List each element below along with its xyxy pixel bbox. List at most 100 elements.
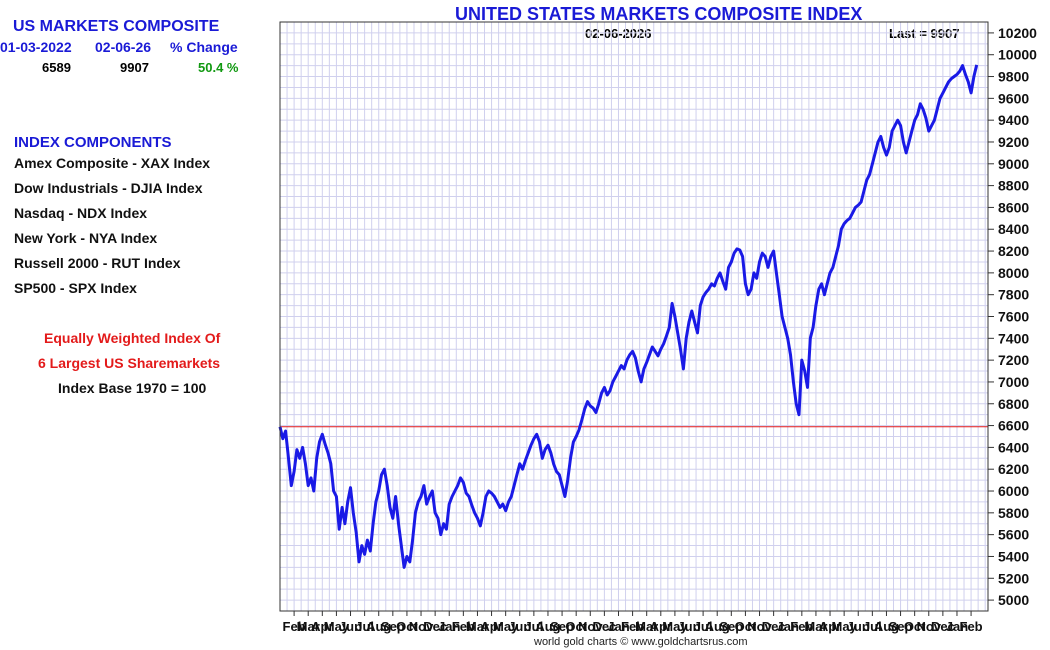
x-tick-label: Oct	[396, 619, 418, 634]
y-tick-label: 7200	[998, 352, 1029, 368]
x-tick-label: Apr	[480, 619, 502, 634]
note-line-2: 6 Largest US Sharemarkets	[38, 355, 221, 371]
summary-end-value: 9907	[120, 60, 149, 75]
y-tick-label: 8400	[998, 221, 1029, 237]
x-tick-label: Apr	[819, 619, 841, 634]
y-tick-label: 10000	[998, 47, 1037, 63]
component-item: Russell 2000 - RUT Index	[14, 255, 181, 271]
note-line-1: Equally Weighted Index Of	[44, 330, 221, 346]
x-tick-label: Aug	[535, 619, 560, 634]
y-tick-label: 7400	[998, 330, 1029, 346]
x-tick-label: Oct	[565, 619, 587, 634]
y-tick-label: 10200	[998, 25, 1037, 41]
summary-change-value: 50.4 %	[198, 60, 239, 75]
x-tick-label: Dec	[762, 619, 786, 634]
x-tick-label: Dec	[423, 619, 447, 634]
y-tick-label: 5400	[998, 548, 1029, 564]
x-tick-label: Dec	[931, 619, 955, 634]
y-tick-label: 8600	[998, 199, 1029, 215]
x-tick-label: Sep	[889, 619, 913, 634]
x-tick-label: Jan	[438, 619, 460, 634]
chart-grid	[279, 21, 988, 612]
x-tick-label: May	[324, 619, 350, 634]
x-tick-label: Jun	[508, 619, 531, 634]
y-tick-label: 5800	[998, 505, 1029, 521]
y-tick-label: 6800	[998, 396, 1029, 412]
chart-last-label: Last = 9907	[889, 26, 960, 41]
x-tick-label: Jan	[777, 619, 799, 634]
summary-end-date: 02-06-26	[95, 39, 152, 55]
x-tick-label: Mar	[804, 619, 827, 634]
x-tick-label: Aug	[705, 619, 730, 634]
x-tick-label: Apr	[650, 619, 672, 634]
summary-start-value: 6589	[42, 60, 71, 75]
chart-title: UNITED STATES MARKETS COMPOSITE INDEX	[455, 4, 863, 24]
y-tick-label: 6200	[998, 461, 1029, 477]
x-tick-label: Jun	[677, 619, 700, 634]
y-tick-label: 8200	[998, 243, 1029, 259]
y-tick-label: 9200	[998, 134, 1029, 150]
y-axis: 5000 5200 5400 5600 5800 6000 6200 6400 6600 6800…	[988, 25, 1037, 608]
x-tick-label: Jan	[607, 619, 629, 634]
component-item: Nasdaq - NDX Index	[14, 205, 148, 221]
x-tick-label: Sep	[550, 619, 574, 634]
x-tick-label: Apr	[311, 619, 333, 634]
summary-title: US MARKETS COMPOSITE	[13, 18, 220, 35]
y-tick-label: 9000	[998, 156, 1029, 172]
y-tick-label: 6400	[998, 439, 1029, 455]
components-title: INDEX COMPONENTS	[14, 134, 172, 151]
x-tick-label: Oct	[904, 619, 926, 634]
y-tick-label: 6000	[998, 483, 1029, 499]
y-tick-label: 8800	[998, 178, 1029, 194]
y-tick-label: 9400	[998, 112, 1029, 128]
x-tick-label: Nov	[916, 619, 941, 634]
component-item: New York - NYA Index	[14, 230, 158, 246]
x-tick-label: Oct	[735, 619, 757, 634]
x-tick-label: Feb	[960, 619, 983, 634]
y-tick-label: 7600	[998, 309, 1029, 325]
x-tick-label: Sep	[381, 619, 405, 634]
x-tick-label: Aug	[874, 619, 899, 634]
chart-footer: world gold charts © www.goldchartsrus.co…	[534, 636, 748, 648]
y-tick-label: 5600	[998, 527, 1029, 543]
component-item: Amex Composite - XAX Index	[14, 155, 211, 171]
x-tick-label: Jun	[847, 619, 870, 634]
y-tick-label: 5200	[998, 570, 1029, 586]
y-tick-label: 8000	[998, 265, 1029, 281]
x-tick-label: Jul	[863, 619, 882, 634]
y-tick-label: 6600	[998, 418, 1029, 434]
x-tick-label: Jan	[946, 619, 968, 634]
y-tick-label: 7800	[998, 287, 1029, 303]
component-item: SP500 - SPX Index	[14, 280, 137, 296]
note-line-3: Index Base 1970 = 100	[58, 380, 207, 396]
x-tick-label: Dec	[592, 619, 616, 634]
x-tick-label: Jul	[694, 619, 713, 634]
y-tick-label: 9800	[998, 69, 1029, 85]
series-line	[278, 64, 979, 569]
x-tick-label: Feb	[790, 619, 813, 634]
x-tick-label: Mar	[635, 619, 658, 634]
x-tick-label: Feb	[621, 619, 644, 634]
x-tick-label: Aug	[366, 619, 391, 634]
x-tick-label: Mar	[297, 619, 320, 634]
y-tick-label: 5000	[998, 592, 1029, 608]
y-tick-label: 9600	[998, 90, 1029, 106]
x-tick-label: Sep	[719, 619, 743, 634]
x-tick-label: Mar	[466, 619, 489, 634]
x-tick-label: Nov	[578, 619, 603, 634]
x-tick-label: May	[662, 619, 688, 634]
x-tick-label: Nov	[747, 619, 772, 634]
x-tick-label: May	[493, 619, 519, 634]
x-tick-label: May	[831, 619, 857, 634]
x-tick-label: Jun	[339, 619, 362, 634]
x-tick-label: Jul	[524, 619, 543, 634]
x-axis: FebMarAprMayJunJulAugSepOctNovDecJanFebM…	[283, 611, 983, 634]
x-tick-label: Feb	[283, 619, 306, 634]
summary-start-date: 01-03-2022	[0, 39, 72, 55]
component-item: Dow Industrials - DJIA Index	[14, 180, 203, 196]
x-tick-label: Jul	[355, 619, 374, 634]
series-group	[278, 64, 979, 569]
x-tick-label: Feb	[452, 619, 475, 634]
summary-change-label: % Change	[170, 39, 238, 55]
